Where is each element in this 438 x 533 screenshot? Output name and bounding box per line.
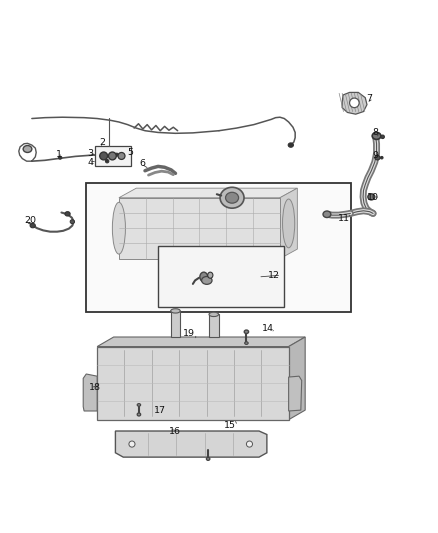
Polygon shape: [342, 92, 367, 114]
Ellipse shape: [206, 457, 210, 461]
Ellipse shape: [244, 330, 249, 334]
Ellipse shape: [323, 211, 331, 217]
Ellipse shape: [137, 403, 141, 406]
Ellipse shape: [65, 212, 70, 216]
Ellipse shape: [115, 153, 118, 156]
Text: 7: 7: [366, 94, 372, 103]
Ellipse shape: [245, 342, 248, 344]
Text: 10: 10: [367, 193, 379, 202]
Bar: [209, 314, 219, 337]
Text: 1: 1: [56, 150, 62, 159]
Ellipse shape: [137, 413, 141, 416]
Text: 3: 3: [88, 149, 94, 158]
Ellipse shape: [58, 156, 62, 159]
Ellipse shape: [23, 146, 32, 152]
Bar: [171, 311, 180, 337]
Polygon shape: [97, 346, 289, 419]
Ellipse shape: [118, 152, 125, 159]
Ellipse shape: [171, 309, 180, 313]
Ellipse shape: [30, 223, 35, 228]
Text: 14: 14: [262, 324, 274, 333]
Text: 11: 11: [338, 214, 350, 223]
Text: 8: 8: [373, 128, 379, 137]
Ellipse shape: [129, 441, 135, 447]
Ellipse shape: [350, 98, 359, 108]
Ellipse shape: [106, 159, 109, 163]
Ellipse shape: [381, 135, 385, 139]
Polygon shape: [97, 337, 305, 346]
Polygon shape: [83, 374, 97, 411]
Ellipse shape: [208, 272, 213, 278]
Ellipse shape: [247, 441, 253, 447]
Ellipse shape: [113, 203, 125, 254]
Text: 18: 18: [89, 383, 101, 392]
Polygon shape: [119, 188, 297, 198]
Text: 6: 6: [140, 159, 146, 168]
Ellipse shape: [100, 152, 108, 160]
Text: 16: 16: [169, 427, 180, 437]
Text: 12: 12: [268, 271, 280, 280]
Text: 19: 19: [183, 329, 194, 338]
Text: 2: 2: [99, 139, 105, 148]
Text: 20: 20: [24, 216, 36, 225]
Bar: [95, 146, 131, 166]
Ellipse shape: [109, 152, 116, 160]
Bar: [86, 183, 351, 312]
Ellipse shape: [375, 156, 380, 160]
Text: 5: 5: [127, 148, 133, 157]
Ellipse shape: [209, 312, 219, 317]
Text: 17: 17: [154, 407, 166, 416]
Ellipse shape: [70, 220, 74, 224]
Ellipse shape: [200, 272, 208, 282]
Polygon shape: [280, 188, 297, 259]
Ellipse shape: [288, 143, 293, 147]
Polygon shape: [289, 337, 305, 419]
Bar: [158, 246, 284, 306]
Text: 15: 15: [224, 421, 237, 430]
Polygon shape: [116, 431, 267, 457]
Ellipse shape: [283, 199, 295, 248]
Ellipse shape: [368, 194, 375, 200]
Ellipse shape: [226, 192, 239, 203]
Ellipse shape: [372, 133, 381, 140]
Ellipse shape: [201, 277, 212, 284]
Polygon shape: [119, 198, 280, 259]
Text: 9: 9: [373, 151, 379, 160]
Ellipse shape: [381, 156, 383, 159]
Ellipse shape: [220, 187, 244, 208]
Text: 4: 4: [88, 158, 94, 166]
Polygon shape: [289, 376, 302, 411]
